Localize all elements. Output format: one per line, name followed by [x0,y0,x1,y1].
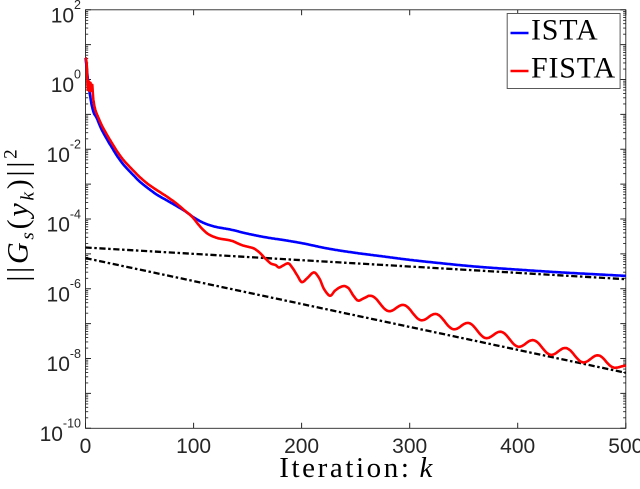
svg-text:10-8: 10-8 [47,347,82,376]
svg-text:10-6: 10-6 [47,277,82,306]
svg-text:ISTA: ISTA [531,14,598,47]
svg-text:||Gs(yk)||2: ||Gs(yk)||2 [1,149,39,281]
svg-text:400: 400 [500,435,535,458]
svg-text:10-4: 10-4 [47,207,82,236]
svg-text:200: 200 [284,435,319,458]
svg-text:10-2: 10-2 [47,138,82,167]
svg-text:100: 100 [51,68,81,97]
svg-text:300: 300 [392,435,427,458]
svg-text:500: 500 [608,435,640,458]
svg-text:10-10: 10-10 [40,417,81,446]
svg-text:Iteration:k: Iteration: k [279,452,433,484]
svg-text:0: 0 [80,435,92,458]
svg-text:102: 102 [51,0,81,27]
svg-text:100: 100 [176,435,211,458]
svg-text:FISTA: FISTA [531,52,616,85]
